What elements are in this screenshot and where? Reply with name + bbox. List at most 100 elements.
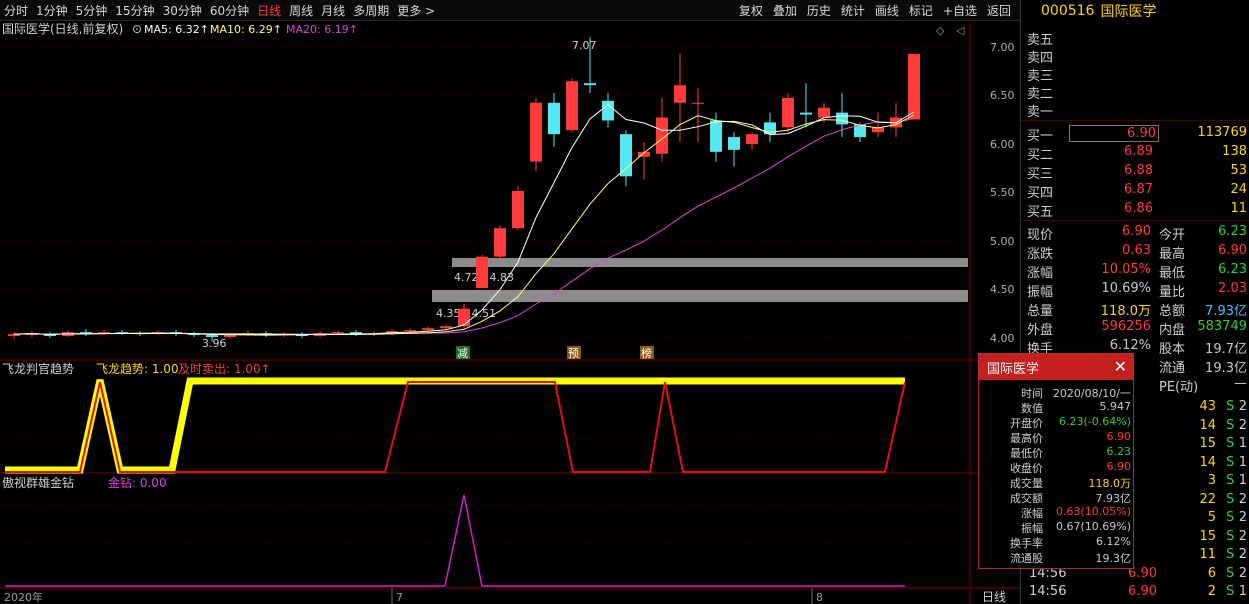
ma20-line: [13, 118, 915, 335]
popup-value: 0.63(10.05%): [1055, 505, 1131, 518]
popup-key: 换手率: [1010, 537, 1043, 550]
ask-row: 卖三: [1021, 64, 1249, 84]
popup-key: 最高价: [1010, 432, 1043, 445]
tf-daily[interactable]: 日线: [257, 3, 282, 18]
popup-value: 118.0万: [1088, 477, 1132, 490]
timeframe-toolbar: 分时 1分钟 5分钟 15分钟 30分钟 60分钟 日线 周线 月线 多周期 更…: [0, 0, 1020, 21]
stock-name: 国际医学: [1100, 4, 1157, 20]
overlay-button[interactable]: 叠加: [772, 3, 797, 18]
ind1-sell-label: 及时卖出: 1.00↑: [178, 362, 271, 376]
popup-key: 成交量: [1010, 477, 1043, 490]
bid-price: 6.89: [1124, 144, 1153, 159]
back-button[interactable]: 返回: [986, 3, 1011, 18]
kline-chart[interactable]: 国际医学(日线,前复权) ⊙ MA5: 6.32↑ MA10: 6.29↑ MA…: [0, 20, 1020, 604]
tf-30min[interactable]: 30分钟: [162, 3, 202, 18]
candle-body: [206, 335, 218, 338]
chart-tools: 复权 叠加 历史 统计 画线 标记 +自选 返回: [734, 0, 1016, 20]
tf-fenshi[interactable]: 分时: [4, 3, 29, 18]
bid-volume: 11: [1230, 201, 1247, 216]
candle-body: [908, 53, 920, 120]
tick-cell: 2: [1238, 547, 1247, 562]
chart-title: 国际医学(日线,前复权): [2, 21, 123, 36]
y-tick: 4.50: [990, 283, 1015, 296]
tf-weekly[interactable]: 周线: [289, 3, 314, 18]
tf-more[interactable]: 更多 >: [397, 3, 436, 18]
y-tick: 5.00: [990, 235, 1015, 248]
popup-value: 19.3亿: [1095, 552, 1132, 565]
popup-key: 收盘价: [1010, 462, 1043, 475]
divider: [1021, 120, 1249, 121]
popup-row: 涨幅 0.63(10.05%): [979, 504, 1133, 520]
popup-key: 振幅: [1021, 522, 1043, 535]
popup-value: 0.67(10.69%): [1055, 520, 1131, 533]
bid-level: 买一: [1027, 129, 1054, 144]
tick-cell: 11: [1199, 547, 1216, 562]
settings-icon[interactable]: ⊙: [132, 22, 142, 36]
ind1-red-line: [5, 381, 906, 473]
bid-row: 买五 6.86 11: [1021, 200, 1249, 220]
tick-cell: S: [1226, 417, 1235, 433]
draw-button[interactable]: 画线: [874, 3, 899, 18]
y-tick: 6.00: [990, 138, 1015, 151]
info-cell: 7.93亿: [1205, 304, 1247, 319]
tf-15min[interactable]: 15分钟: [115, 3, 155, 18]
candle-body: [350, 332, 362, 335]
mark-button[interactable]: 标记: [908, 3, 933, 18]
ind2-name: 傲视群雄金钻: [2, 475, 74, 490]
y-tick: 7.00: [990, 41, 1015, 54]
gap-zone-lower: [432, 290, 968, 302]
y-tick: 6.50: [990, 89, 1015, 102]
tick-cell: 1: [1238, 436, 1247, 451]
popup-row: 时间 2020/08/10/一: [979, 384, 1133, 400]
close-icon[interactable]: ✕: [1113, 357, 1127, 376]
diamond-icon[interactable]: ◇: [936, 24, 945, 37]
tick-cell: 2: [1238, 565, 1247, 581]
trade-tick-row: 11 S 2: [1021, 546, 1249, 564]
candle-body: [332, 332, 344, 334]
info-cell: 外盘: [1027, 323, 1054, 338]
tf-monthly[interactable]: 月线: [321, 3, 346, 18]
tf-multi[interactable]: 多周期: [353, 3, 390, 18]
popup-value: 7.93亿: [1095, 492, 1132, 505]
popup-row: 最高价 6.90: [979, 429, 1133, 445]
history-button[interactable]: 历史: [806, 3, 831, 18]
info-cell: 总量: [1027, 304, 1054, 319]
ma5-line: [13, 104, 915, 336]
info-cell: 6.23: [1218, 224, 1247, 239]
ask-level: 卖二: [1027, 87, 1054, 102]
expand-icon[interactable]: ◁: [956, 24, 965, 37]
marker-yu[interactable]: 预: [568, 347, 579, 360]
popup-header: 国际医学 ✕: [979, 354, 1133, 380]
trade-tick-row: 22 S 2: [1021, 491, 1249, 509]
tick-cell: 2: [1238, 510, 1247, 525]
period-label[interactable]: 日线: [982, 590, 1006, 604]
popup-key: 流通股: [1010, 552, 1043, 565]
tick-cell: 14:56: [1029, 565, 1067, 581]
fuquan-button[interactable]: 复权: [738, 3, 763, 18]
popup-key: 最低价: [1010, 447, 1043, 460]
tf-60min[interactable]: 60分钟: [209, 3, 250, 18]
tick-cell: 14: [1199, 454, 1216, 470]
info-cell: 6.90: [1218, 243, 1247, 258]
candle-body: [566, 81, 578, 131]
popup-key: 数值: [1021, 402, 1043, 415]
tick-cell: 22: [1199, 491, 1216, 507]
tf-5min[interactable]: 5分钟: [75, 3, 108, 18]
ind1-yellow-line: [5, 377, 905, 474]
marker-bang[interactable]: 榜: [641, 346, 652, 360]
info-cell: 596256: [1101, 319, 1151, 334]
stats-button[interactable]: 统计: [840, 3, 865, 18]
ind2-line: [5, 494, 905, 587]
divider: [1021, 220, 1249, 221]
bid-level: 买五: [1027, 205, 1054, 220]
info-cell: 0.63: [1122, 243, 1151, 258]
trade-tick-row: 14:56 6.90 2 S 1: [1021, 583, 1249, 601]
add-watchlist-button[interactable]: +自选: [942, 3, 977, 18]
tick-cell: 2: [1207, 584, 1216, 599]
tf-1min[interactable]: 1分钟: [36, 3, 68, 18]
ask-row: 卖一: [1021, 100, 1249, 120]
ask-row: 卖五: [1021, 28, 1249, 48]
marker-jian[interactable]: 减: [457, 347, 468, 360]
info-row: 现价 6.90 今开 6.23: [1021, 223, 1249, 243]
